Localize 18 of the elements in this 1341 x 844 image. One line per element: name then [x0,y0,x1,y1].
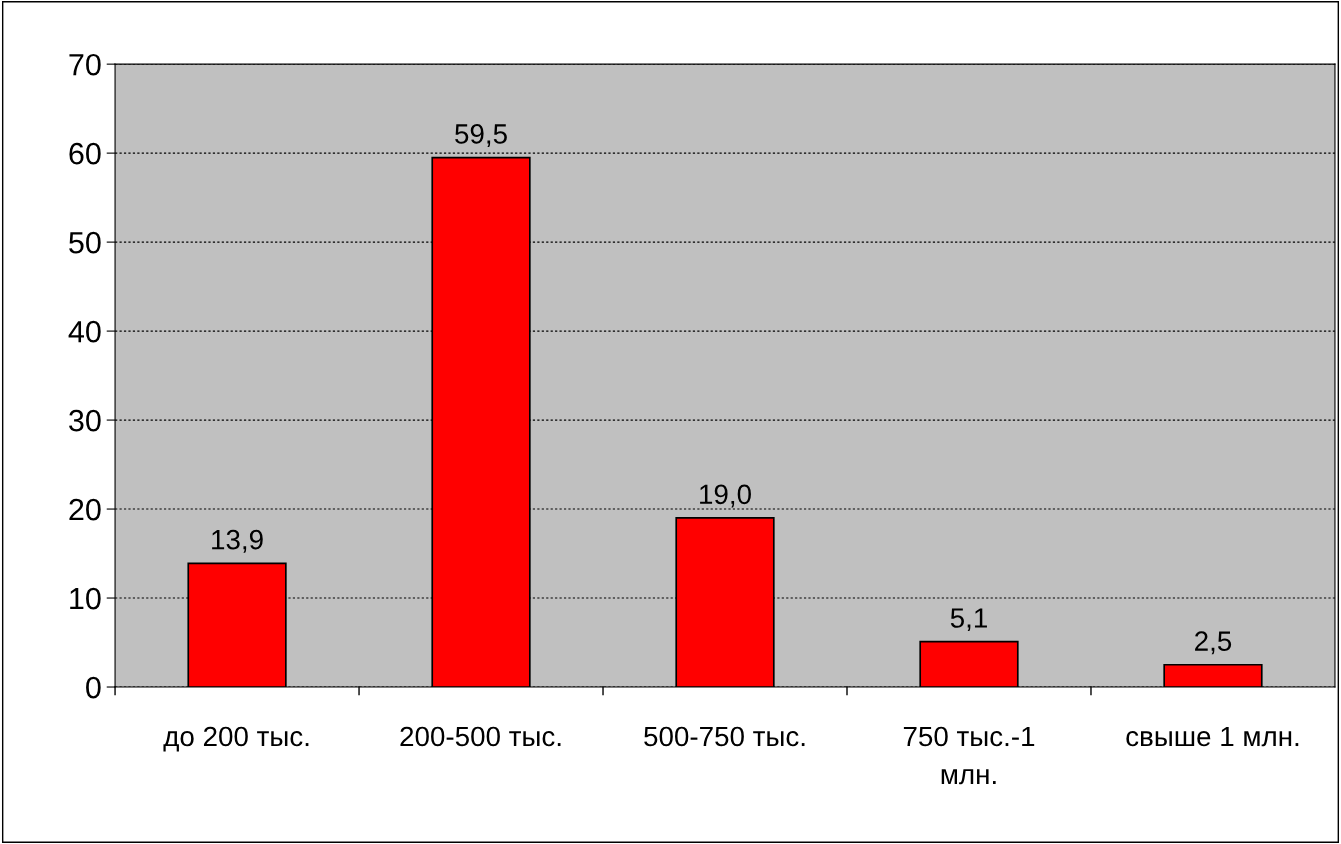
x-tick-label: 200-500 тыс. [400,726,561,747]
y-tick-label: 70 [69,53,101,76]
y-tick-label: 20 [69,498,101,521]
data-label: 59,5 [455,124,507,148]
data-label: 5,1 [950,608,987,632]
y-tick-label: 0 [86,676,101,699]
x-tick-label: до 200 тыс. [163,726,309,752]
x-tick-label: 750 тыс.-1 млн. [903,726,1035,785]
y-tick-label: 50 [69,231,101,254]
x-tick-label: 500-750 тыс. [644,726,805,747]
data-label: 13,9 [212,529,263,553]
y-tick-label: 40 [68,320,101,343]
y-tick-label: 10 [70,587,101,610]
y-tick-label: 60 [69,142,101,165]
y-tick-label: 30 [69,409,101,432]
data-label: 2,5 [1195,631,1232,655]
x-tick-label: свыше 1 млн. [1126,726,1299,747]
data-label: 19,0 [700,484,751,508]
